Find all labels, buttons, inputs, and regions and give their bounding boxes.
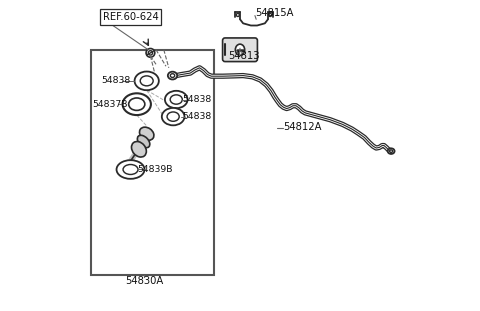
Ellipse shape — [167, 112, 179, 121]
Ellipse shape — [140, 76, 153, 86]
Text: REF.60-624: REF.60-624 — [103, 12, 158, 22]
Ellipse shape — [146, 49, 155, 57]
Ellipse shape — [123, 165, 138, 174]
Ellipse shape — [168, 72, 177, 79]
Ellipse shape — [122, 93, 151, 115]
Ellipse shape — [117, 160, 144, 179]
Text: 54813: 54813 — [228, 51, 260, 61]
Ellipse shape — [165, 91, 188, 108]
Ellipse shape — [269, 13, 272, 16]
Ellipse shape — [390, 150, 393, 152]
Text: 54838: 54838 — [102, 77, 131, 85]
Text: 54815A: 54815A — [255, 8, 293, 18]
Text: 54837B: 54837B — [92, 100, 128, 109]
Ellipse shape — [388, 148, 395, 154]
Ellipse shape — [140, 127, 154, 140]
Ellipse shape — [148, 51, 153, 55]
Ellipse shape — [236, 13, 240, 16]
Ellipse shape — [170, 74, 175, 77]
Ellipse shape — [235, 44, 245, 55]
Text: 54812A: 54812A — [284, 122, 322, 132]
Text: 54838: 54838 — [182, 95, 211, 104]
Text: 54839B: 54839B — [137, 165, 173, 174]
Ellipse shape — [162, 108, 184, 125]
Ellipse shape — [137, 135, 150, 148]
Bar — [91, 50, 214, 275]
Ellipse shape — [129, 98, 145, 110]
Ellipse shape — [134, 72, 159, 90]
FancyBboxPatch shape — [223, 38, 257, 62]
Text: 54838: 54838 — [182, 112, 211, 121]
Ellipse shape — [170, 95, 182, 104]
Text: 54830A: 54830A — [125, 276, 163, 285]
Ellipse shape — [132, 142, 146, 157]
